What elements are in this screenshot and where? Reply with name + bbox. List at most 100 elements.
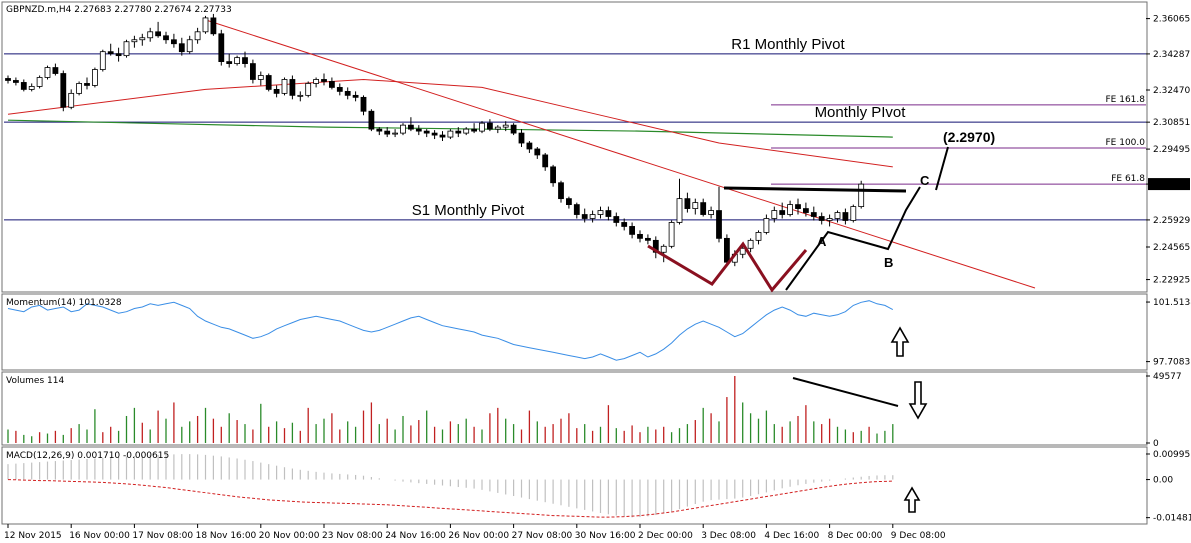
candle-body (60, 73, 67, 108)
candle-body (716, 210, 722, 239)
price-tick-label: 2.36065 (1153, 15, 1190, 25)
momentum-panel-frame (1, 293, 1148, 371)
candle-body (621, 222, 628, 227)
candle-body (210, 17, 217, 35)
candle-body (566, 198, 572, 205)
candle-body (597, 210, 604, 215)
price-tick-label: 2.22925 (1153, 276, 1190, 286)
candle-body (234, 57, 241, 64)
time-tick-label: 18 Nov 16:00 (196, 531, 257, 541)
volume-title: Volumes 114 (6, 376, 64, 386)
volume-tick-label: 0 (1153, 439, 1159, 449)
moving-averages (7, 78, 893, 168)
candle-body (170, 39, 177, 45)
candle-body (163, 35, 169, 41)
point-a-label: A (817, 234, 827, 249)
candle-body (305, 83, 312, 96)
momentum-tick-label: 97.7083 (1153, 358, 1190, 368)
time-tick-label: 30 Nov 16:00 (575, 531, 636, 541)
time-tick-label: 23 Nov 08:00 (322, 531, 383, 541)
candle-body (850, 206, 857, 221)
candle-body (550, 166, 556, 184)
candle-body (431, 132, 438, 136)
candle-body (257, 75, 264, 80)
candle-body (534, 148, 541, 156)
candle-body (92, 69, 98, 86)
pivot-label: R1 Monthly Pivot (731, 36, 845, 53)
time-tick-label: 17 Nov 08:00 (132, 531, 193, 541)
macd-tick-label: -0.01481 (1153, 514, 1191, 524)
macd-tick-label: 0.00 (1153, 476, 1173, 486)
candle-body (581, 214, 588, 219)
candle-body (605, 210, 612, 217)
macd-tick-label: 0.00995 (1153, 450, 1190, 460)
fib-level-label: FE 61.8 (1111, 174, 1145, 184)
candle-body (510, 124, 517, 134)
candle-body (194, 31, 201, 41)
candle-body (297, 94, 304, 97)
candle-body (344, 90, 351, 96)
candle-body (629, 226, 635, 235)
point-c-label: C (920, 173, 930, 188)
time-tick-label: 24 Nov 16:00 (385, 531, 446, 541)
volume-indicator: 49577 0 (7, 372, 1182, 449)
candle-body (313, 79, 320, 84)
point-b-label: B (884, 255, 893, 270)
candle-body (115, 53, 122, 57)
candle-body (692, 202, 699, 209)
candle-body (186, 39, 193, 53)
candle-body (407, 124, 414, 130)
macd-indicator: 0.00995 0.00 -0.01481 (7, 450, 1191, 524)
candle-body (676, 198, 683, 223)
candle-body (834, 212, 841, 219)
candle-body (321, 79, 327, 82)
candle-body (810, 212, 817, 217)
candle-body (131, 39, 138, 43)
candle-body (494, 126, 501, 130)
time-axis: 12 Nov 2015 16 Nov 00:00 17 Nov 08:00 18 No… (4, 524, 946, 541)
candle-body (779, 210, 786, 215)
candle-body (265, 75, 272, 90)
candle-body (376, 128, 383, 132)
double-bottom-pattern (647, 241, 808, 293)
candle-body (289, 79, 296, 96)
candle-body (526, 142, 533, 150)
candle-body (787, 204, 793, 215)
time-tick-label: 16 Nov 00:00 (69, 531, 130, 541)
momentum-tick-label: 101.5138 (1153, 298, 1191, 308)
candle-body (818, 216, 825, 221)
price-axis: 2.36065 2.34287 2.32470 2.30851 2.29495 2.277… (1146, 15, 1190, 286)
candle-body (589, 214, 596, 219)
momentum-title: Momentum(14) 101.0328 (6, 298, 122, 308)
candle-body (637, 233, 643, 239)
pivot-lines: R1 Monthly Pivot Monthly PIvot S1 Monthly … (4, 36, 1146, 221)
time-tick-label: 8 Dec 00:00 (828, 531, 883, 541)
candle-body (700, 202, 707, 215)
neckline (723, 186, 907, 193)
trendline (205, 19, 1036, 289)
candle-body (28, 86, 35, 90)
price-tick-label: 2.32470 (1153, 86, 1190, 96)
price-title: GBPNZD.m,H4 2.27683 2.27780 2.27674 2.27… (6, 5, 232, 15)
candle-body (803, 208, 809, 213)
candle-body (660, 245, 667, 253)
candle-body (486, 122, 493, 130)
candle-body (281, 79, 288, 94)
candle-body (107, 51, 114, 55)
price-tick-label: 2.34287 (1153, 50, 1190, 60)
time-tick-label: 2 Dec 00:00 (638, 531, 693, 541)
candle-body (44, 67, 51, 78)
candle-body (558, 182, 564, 200)
current-price-label: 2.27733 (1152, 180, 1189, 190)
candle-body (502, 124, 509, 128)
candle-body (858, 183, 865, 207)
price-tick-label: 2.24565 (1153, 243, 1190, 253)
panel-frames (1, 1, 1148, 525)
candle-body (724, 237, 730, 263)
time-tick-label: 12 Nov 2015 (4, 531, 62, 541)
candle-body (739, 247, 746, 255)
candle-body (20, 82, 27, 90)
candle-body (795, 204, 801, 209)
candle-body (139, 37, 146, 41)
